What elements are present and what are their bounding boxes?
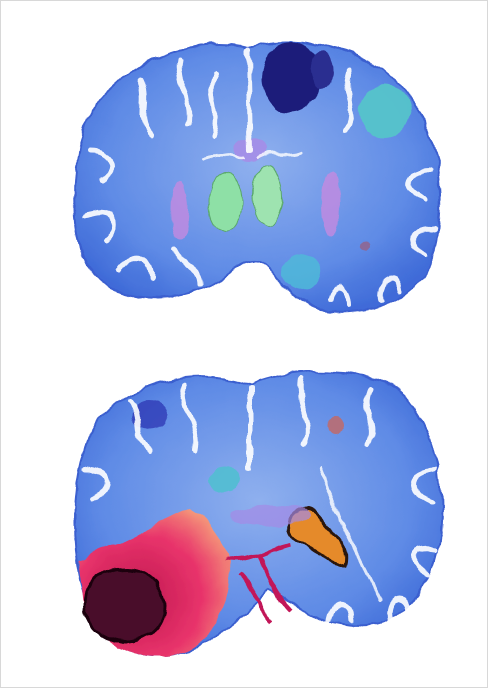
- sulcus: [364, 387, 375, 448]
- purple-band: [230, 505, 310, 525]
- spot: [360, 240, 370, 250]
- sulcus: [172, 247, 203, 288]
- sulcus: [87, 147, 115, 183]
- dark-clot: [83, 567, 167, 643]
- green-nucleus-left: [208, 171, 244, 233]
- sulcus: [127, 397, 153, 453]
- sulcus: [117, 255, 153, 283]
- sulcus: [386, 596, 411, 623]
- vessel-network: [224, 543, 292, 622]
- green-nucleus-right: [252, 165, 284, 227]
- bottom-brain-section: [73, 370, 442, 657]
- sulcus: [318, 468, 382, 602]
- sulcus: [82, 467, 110, 503]
- teal-region: [359, 86, 411, 138]
- red-spot: [328, 417, 344, 433]
- purple-region-left: [171, 180, 189, 240]
- midline: [245, 47, 253, 153]
- dark-blue-spot: [132, 401, 168, 429]
- teal-spot: [209, 468, 241, 492]
- sulcus: [411, 467, 438, 503]
- sulcus: [327, 601, 355, 623]
- sulcus: [327, 285, 353, 308]
- top-brain-section: [74, 40, 442, 313]
- teal-region-lower: [282, 254, 322, 290]
- sulcus: [137, 77, 153, 138]
- ventricle: [203, 154, 247, 162]
- sulcus: [181, 382, 199, 453]
- sulcus: [410, 226, 438, 258]
- purple-region-right: [323, 173, 341, 237]
- sulcus: [410, 546, 438, 578]
- dark-lesion-small: [310, 52, 334, 88]
- sulcus: [376, 276, 403, 303]
- sulcus: [296, 377, 311, 448]
- sulcus: [82, 209, 117, 243]
- sulcus: [176, 57, 194, 128]
- ventricle: [256, 150, 302, 160]
- orange-structure: [287, 508, 348, 567]
- sulcus: [209, 72, 218, 138]
- sulcus: [406, 167, 433, 203]
- dark-lesion: [262, 42, 322, 114]
- sulcus: [342, 67, 354, 133]
